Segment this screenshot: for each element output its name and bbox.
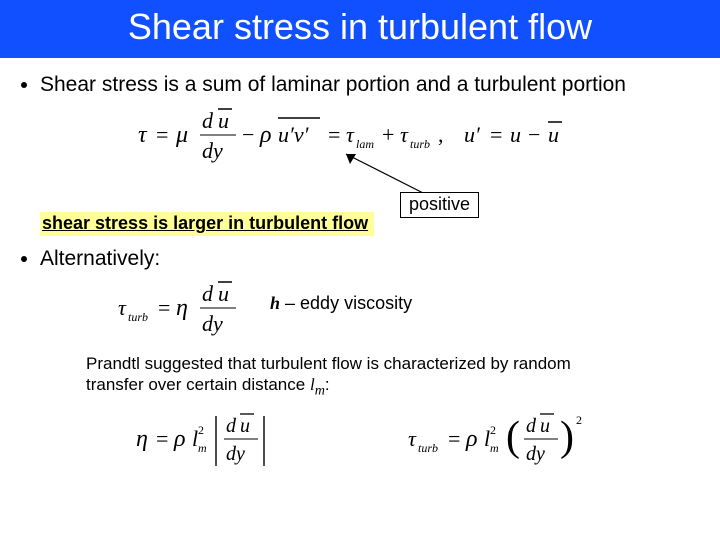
svg-text:turb: turb (128, 310, 148, 324)
svg-text:d: d (226, 415, 237, 437)
svg-text:μ: μ (175, 122, 188, 148)
svg-text:u: u (218, 108, 229, 133)
svg-text:−: − (528, 122, 540, 147)
svg-text:ρ: ρ (173, 426, 186, 452)
svg-text:=: = (490, 122, 502, 147)
svg-text:u′v′: u′v′ (278, 122, 310, 147)
formula-eddy: τ turb = η d u dy h – eddy viscosity (28, 279, 692, 351)
formula-prandtl-pair: η = ρ l 2 m d u dy τ turb = ρ l (28, 404, 692, 484)
svg-text:m: m (490, 441, 499, 455)
svg-text:dy: dy (226, 443, 245, 465)
eddy-viscosity-label: h – eddy viscosity (270, 293, 412, 314)
svg-text:turb: turb (418, 441, 438, 455)
slide-title: Shear stress in turbulent flow (0, 6, 720, 48)
highlight-statement: shear stress is larger in turbulent flow (40, 212, 374, 236)
title-bar: Shear stress in turbulent flow (0, 0, 720, 58)
svg-text:=: = (156, 122, 168, 147)
svg-text:m: m (198, 441, 207, 455)
svg-text:u: u (510, 122, 521, 147)
svg-text:2: 2 (490, 423, 496, 437)
svg-text:dy: dy (202, 311, 223, 336)
svg-text:=: = (448, 426, 460, 451)
svg-text:d: d (202, 108, 214, 133)
svg-text:τ: τ (400, 122, 409, 147)
svg-text:=: = (328, 122, 340, 147)
svg-text:+: + (382, 122, 394, 147)
svg-text:η: η (136, 426, 148, 452)
svg-text:η: η (176, 295, 188, 321)
svg-text:dy: dy (526, 443, 545, 465)
svg-text:2: 2 (576, 413, 582, 427)
svg-text:=: = (156, 426, 168, 451)
svg-text:−: − (242, 122, 254, 147)
svg-text:τ: τ (118, 295, 127, 320)
slide-body: Shear stress is a sum of laminar portion… (0, 58, 720, 484)
svg-text:d: d (526, 415, 537, 437)
svg-text:u: u (548, 122, 559, 147)
svg-text:=: = (158, 295, 170, 320)
svg-text:u′: u′ (464, 122, 481, 147)
svg-text:τ: τ (138, 122, 148, 148)
svg-text:2: 2 (198, 423, 204, 437)
svg-text:u: u (218, 281, 229, 306)
bullet-1: Shear stress is a sum of laminar portion… (40, 72, 692, 98)
svg-text:τ: τ (346, 122, 355, 147)
svg-text:): ) (560, 414, 574, 460)
svg-text:u: u (240, 415, 250, 437)
svg-text:d: d (202, 281, 214, 306)
prandtl-text: Prandtl suggested that turbulent flow is… (86, 353, 626, 400)
svg-text:,: , (438, 122, 444, 147)
svg-text:ρ: ρ (259, 122, 272, 148)
eddy-symbol: h (270, 293, 280, 313)
bullet-2: Alternatively: (40, 246, 692, 272)
svg-text:τ: τ (408, 426, 417, 451)
svg-text:(: ( (506, 414, 520, 460)
svg-text:u: u (540, 415, 550, 437)
svg-text:dy: dy (202, 138, 223, 163)
positive-callout: positive (400, 192, 479, 218)
svg-text:ρ: ρ (465, 426, 478, 452)
